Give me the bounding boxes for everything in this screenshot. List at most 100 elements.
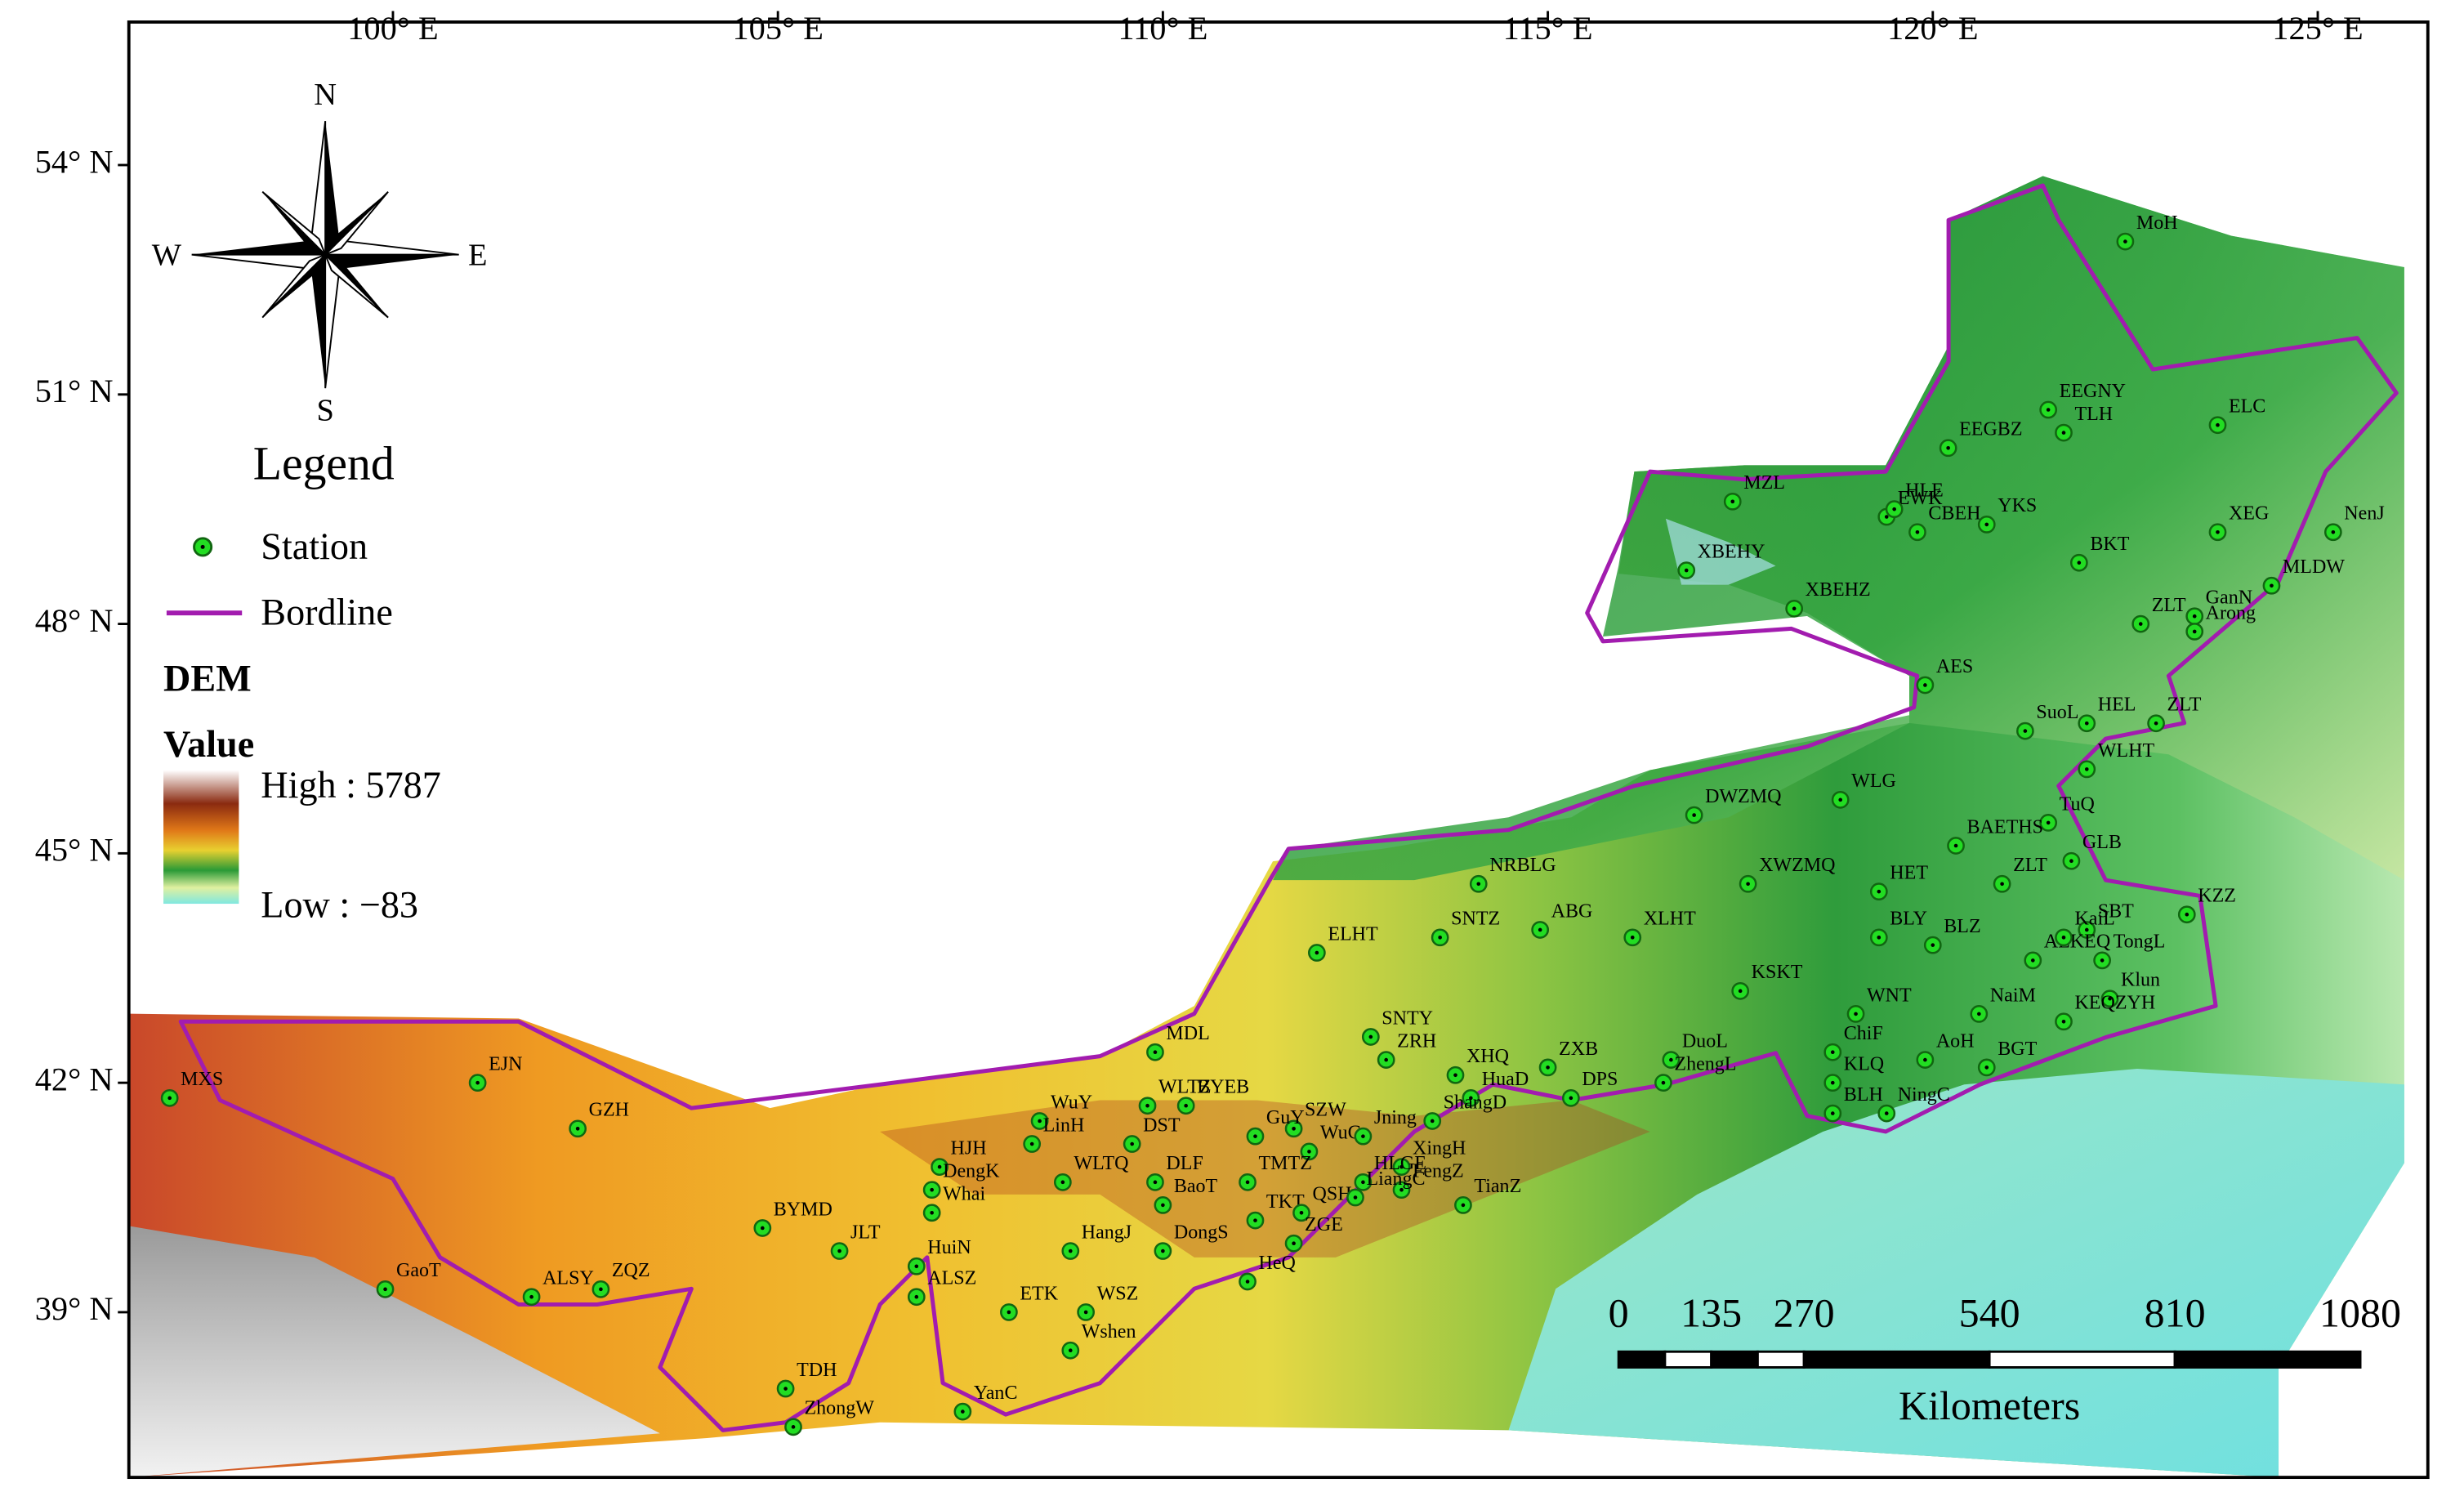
station-center <box>961 1409 965 1414</box>
station-label: CBEH <box>1928 503 1980 525</box>
station-label: Whai <box>943 1184 985 1205</box>
station-label: BLH <box>1844 1084 1883 1106</box>
station-center <box>1892 507 1896 512</box>
station-center <box>2123 239 2127 243</box>
scale-label: 135 <box>1681 1289 1742 1335</box>
station-label: XingH <box>1413 1137 1466 1159</box>
station-center <box>930 1187 934 1192</box>
station-label: Jning <box>1374 1107 1417 1128</box>
border-line <box>178 183 2399 1432</box>
station-center <box>2331 529 2336 534</box>
station-label: EWK <box>1898 488 1943 509</box>
station-label: ALKEQ <box>2044 931 2110 953</box>
station-center <box>1830 1111 1835 1115</box>
station-label: ZLT <box>2167 695 2202 716</box>
station-center <box>2185 912 2189 917</box>
station-label: HuiN <box>927 1237 971 1258</box>
station-label: Arong <box>2206 602 2256 623</box>
station-center <box>475 1080 480 1085</box>
station-label: TDH <box>797 1360 837 1381</box>
station-label: AoH <box>1936 1030 1975 1052</box>
station-center <box>2270 583 2274 588</box>
station-center <box>1161 1203 1165 1208</box>
station-label: TMTZ <box>1259 1153 1312 1174</box>
station-label: ZhongW <box>804 1398 874 1419</box>
station-center <box>1684 568 1689 573</box>
y-tick-label: 45° N <box>35 832 114 869</box>
station-label: HLGE <box>1374 1153 1426 1174</box>
dem-title: DEM <box>163 657 252 699</box>
scale-unit: Kilometers <box>1899 1383 2080 1428</box>
dem-ramp <box>163 770 239 905</box>
station-label: HeQ <box>1259 1253 1296 1274</box>
station-center <box>2000 882 2004 887</box>
station-label: WSZ <box>1097 1283 1139 1304</box>
compass-n: N <box>314 78 337 112</box>
scale-segment <box>1617 1350 1667 1369</box>
station-label: TianZ <box>1474 1176 1521 1197</box>
station-center <box>1145 1103 1149 1108</box>
station-label: KaiL <box>2074 909 2114 930</box>
station-label: MZL <box>1743 472 1785 494</box>
station-label: DuoL <box>1682 1030 1728 1052</box>
station-label: XEG <box>2229 503 2269 525</box>
station-center <box>1984 1065 1989 1070</box>
station-center <box>167 1096 172 1101</box>
station-center <box>1884 515 1889 519</box>
station-label: ALSZ <box>927 1268 976 1289</box>
station-label: ELC <box>2229 396 2265 418</box>
station-label: LiangC <box>1366 1168 1425 1190</box>
station-center <box>1361 1134 1365 1138</box>
station-label: SNTZ <box>1451 909 1500 930</box>
station-label: ChiF <box>1844 1023 1883 1044</box>
station-label: KLQ <box>1844 1054 1884 1075</box>
station-label: TuQ <box>2060 793 2095 815</box>
scale-segment <box>1663 1350 1713 1369</box>
station-center <box>1915 529 1920 534</box>
station-label: BYEB <box>1197 1077 1249 1098</box>
station-label: HangJ <box>1082 1222 1132 1243</box>
y-tick-label: 54° N <box>35 143 114 180</box>
station-center <box>914 1264 919 1269</box>
station-center <box>1453 1073 1457 1078</box>
station-center <box>1130 1141 1134 1146</box>
station-label: NenJ <box>2344 503 2384 525</box>
station-center <box>1923 1057 1927 1062</box>
station-label: KEQZYH <box>2074 993 2155 1014</box>
station-center <box>2216 422 2220 427</box>
station-center <box>1469 1096 1473 1101</box>
dem-high: High : 5787 <box>261 764 441 806</box>
station-center <box>1953 843 1958 848</box>
station-center <box>2046 820 2051 825</box>
station-label: YKS <box>1998 495 2037 516</box>
station-label: ShangD <box>1444 1092 1507 1113</box>
station-label: WLG <box>1851 771 1896 792</box>
station-label: GZH <box>589 1100 629 1121</box>
station-label: MXS <box>181 1069 223 1090</box>
station-label: XLHT <box>1644 909 1696 930</box>
station-center <box>1007 1310 1011 1315</box>
north-arrow: N S E W <box>152 78 488 428</box>
station-label: KZZ <box>2198 886 2236 907</box>
compass-e: E <box>468 238 488 272</box>
station-center <box>1461 1203 1466 1208</box>
station-center <box>1399 1187 1404 1192</box>
station-label: ZRH <box>1397 1030 1436 1052</box>
station-label: YanC <box>974 1383 1018 1404</box>
station-center <box>1430 1119 1435 1124</box>
station-center <box>1538 927 1542 932</box>
station-center <box>599 1287 603 1292</box>
station-label: HET <box>1890 863 1928 884</box>
station-center <box>2061 431 2066 435</box>
station-label: BLY <box>1890 909 1927 930</box>
station-center <box>1083 1310 1088 1315</box>
station-label: DongS <box>1174 1222 1229 1243</box>
station-center <box>575 1126 580 1131</box>
station-center <box>1292 1241 1296 1246</box>
station-label: BAETHS <box>1967 816 2043 838</box>
station-label: XBEHZ <box>1806 579 1871 601</box>
y-tick-label: 42° N <box>35 1061 114 1097</box>
map-frame <box>127 20 2430 1480</box>
